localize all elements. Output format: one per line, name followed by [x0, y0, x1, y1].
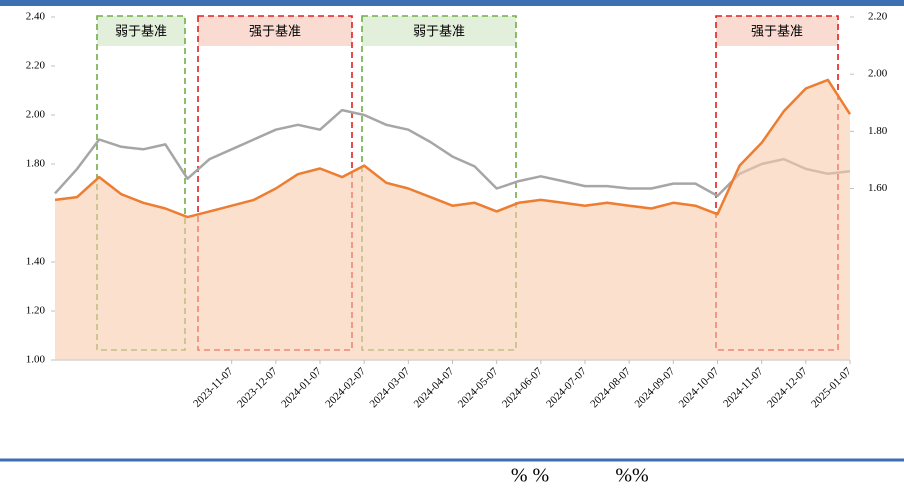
annotation-label: 弱于基准 [115, 25, 167, 40]
area [55, 80, 850, 360]
x-tick-label: 2024-04-07 [412, 365, 457, 410]
footnote: % % [511, 465, 549, 487]
y2-tick-label: 2.00 [868, 68, 888, 80]
x-tick-label: 2024-12-07 [765, 365, 810, 410]
x-tick-label: 2025-01-07 [809, 365, 854, 410]
x-tick-label: 2024-02-07 [323, 365, 368, 410]
y-tick-label: 2.00 [26, 109, 46, 121]
x-tick-label: 2024-05-07 [456, 365, 501, 410]
annotation-label: 强于基准 [751, 25, 803, 40]
x-tick-label: 2024-10-07 [677, 365, 722, 410]
x-tick-label: 2024-09-07 [632, 365, 677, 410]
annotation-label: 弱于基准 [413, 25, 465, 40]
x-tick-label: 2023-11-07 [191, 365, 236, 410]
annotation-label: 强于基准 [249, 25, 301, 40]
chart: % % %% 弱于基准 强于基准 弱于基准 强于基准 1.00 1.20 1.40 1.80 2… [0, 0, 904, 491]
footnote: %% [615, 465, 648, 487]
page: % % %% 弱于基准 强于基准 弱于基准 强于基准 1.00 1.20 1.40 1.80 2… [0, 0, 904, 491]
x-tick-label: 2024-08-07 [588, 365, 633, 410]
y-tick-label: 2.40 [26, 11, 46, 23]
y-tick-label: 1.80 [26, 158, 46, 170]
x-tick-label: 2024-07-07 [544, 365, 589, 410]
y2-tick-label: 1.60 [868, 182, 888, 194]
y-tick-label: 2.20 [26, 60, 46, 72]
y-tick-label: 1.20 [26, 305, 46, 317]
top-bar [0, 0, 904, 6]
y2-tick-label: 2.20 [868, 11, 888, 23]
y-tick-label: 1.40 [26, 256, 46, 268]
x-tick-label: 2024-03-07 [367, 365, 412, 410]
x-tick-label: 2024-11-07 [721, 365, 766, 410]
x-tick-label: 2024-01-07 [279, 365, 324, 410]
x-tick-label: 2023-12-07 [235, 365, 280, 410]
y-tick-label: 1.00 [26, 354, 46, 366]
x-tick-label: 2024-06-07 [500, 365, 545, 410]
y2-tick-label: 1.80 [868, 125, 888, 137]
